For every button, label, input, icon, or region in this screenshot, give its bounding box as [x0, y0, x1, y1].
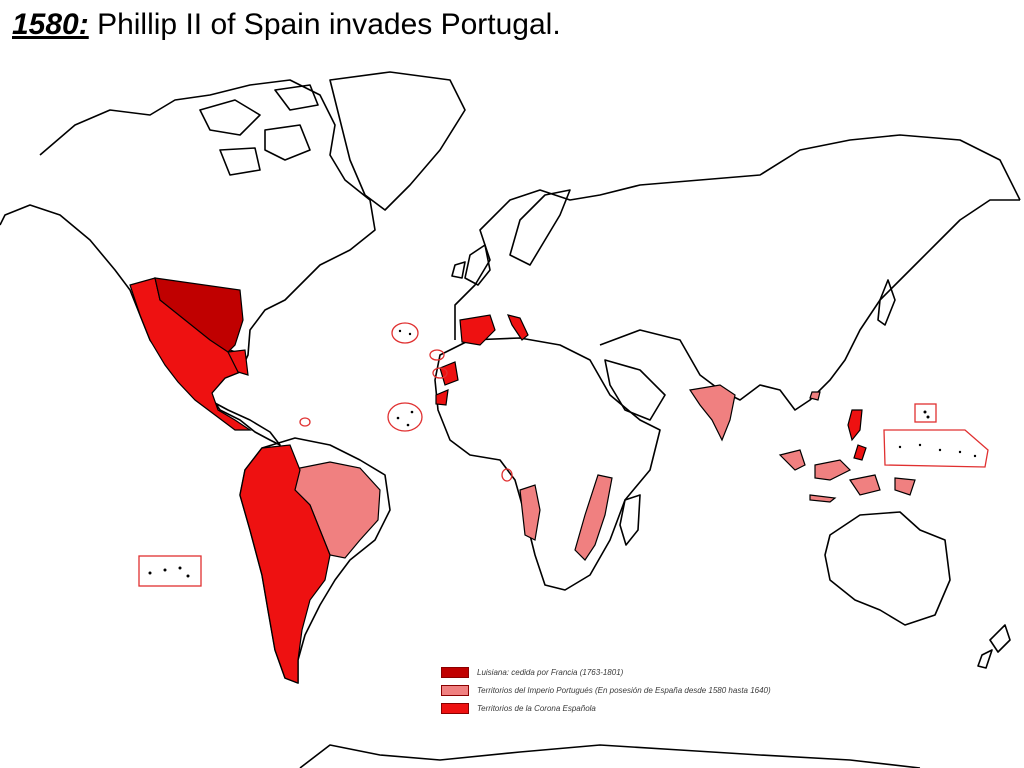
florida-region: [227, 349, 249, 376]
legend-swatch-portuguese: [441, 684, 469, 696]
southeast-asia-region: [778, 449, 916, 503]
title-year: 1580:: [12, 8, 89, 41]
louisiana-territory: [154, 277, 244, 353]
island-dots: [148, 329, 977, 578]
africa-outline: [434, 337, 661, 591]
antarctica-outline: [299, 744, 921, 768]
asia-outline: [599, 199, 1020, 411]
pacific-left-marker: [138, 555, 202, 587]
italy-region: [507, 314, 529, 341]
cape-verde-marker: [387, 402, 423, 432]
australia-outline: [824, 511, 951, 626]
british-isles-outline: [451, 244, 491, 286]
madagascar-outline: [619, 494, 641, 546]
marianas-marker: [914, 403, 937, 423]
iberia-region: [459, 314, 496, 346]
india-region: [688, 384, 736, 442]
arctic-islands-outline: [199, 84, 319, 176]
legend-label-portuguese: Territorios del Imperio Portugués (En po…: [477, 685, 771, 695]
spanish-territories: [129, 277, 867, 684]
japan-outline: [877, 279, 896, 326]
legend-label-louisiana: Luisiana: cedida por Francia (1763-1801): [477, 667, 624, 677]
portuguese-territories: [289, 384, 916, 561]
legend-swatch-spanish: [441, 702, 469, 714]
sao-tome-marker: [501, 468, 513, 482]
north-africa-region: [435, 361, 459, 406]
greenland-outline: [329, 71, 466, 211]
macau-region: [809, 391, 821, 401]
philippines-region: [847, 409, 867, 461]
map-legend: Luisiana: cedida por Francia (1763-1801)…: [441, 663, 771, 717]
world-map: [0, 71, 1021, 768]
legend-label-spanish: Territorios de la Corona Española: [477, 703, 596, 713]
arabia-outline: [604, 359, 666, 421]
legend-item-louisiana: Luisiana: cedida por Francia (1763-1801): [441, 663, 771, 681]
legend-swatch-louisiana: [441, 666, 469, 678]
caribbean-marker: [299, 417, 311, 427]
louisiana-region: [154, 277, 244, 353]
madeira-marker: [429, 349, 445, 361]
angola-region: [519, 484, 541, 541]
page-title: 1580: Phillip II of Spain invades Portug…: [12, 8, 561, 42]
legend-item-spanish: Territorios de la Corona Española: [441, 699, 771, 717]
legend-item-portuguese: Territorios del Imperio Portugués (En po…: [441, 681, 771, 699]
island-markers: [138, 322, 989, 587]
new-zealand-outline: [977, 624, 1011, 669]
canary-marker: [432, 367, 448, 379]
azores-marker: [391, 322, 419, 344]
europe-outline: [454, 134, 1021, 340]
title-text: Phillip II of Spain invades Portugal.: [88, 8, 561, 41]
spanish-south-america-region: [239, 444, 331, 684]
micronesia-marker: [883, 429, 989, 468]
mozambique-region: [574, 474, 613, 561]
scandinavia-outline: [509, 189, 571, 266]
